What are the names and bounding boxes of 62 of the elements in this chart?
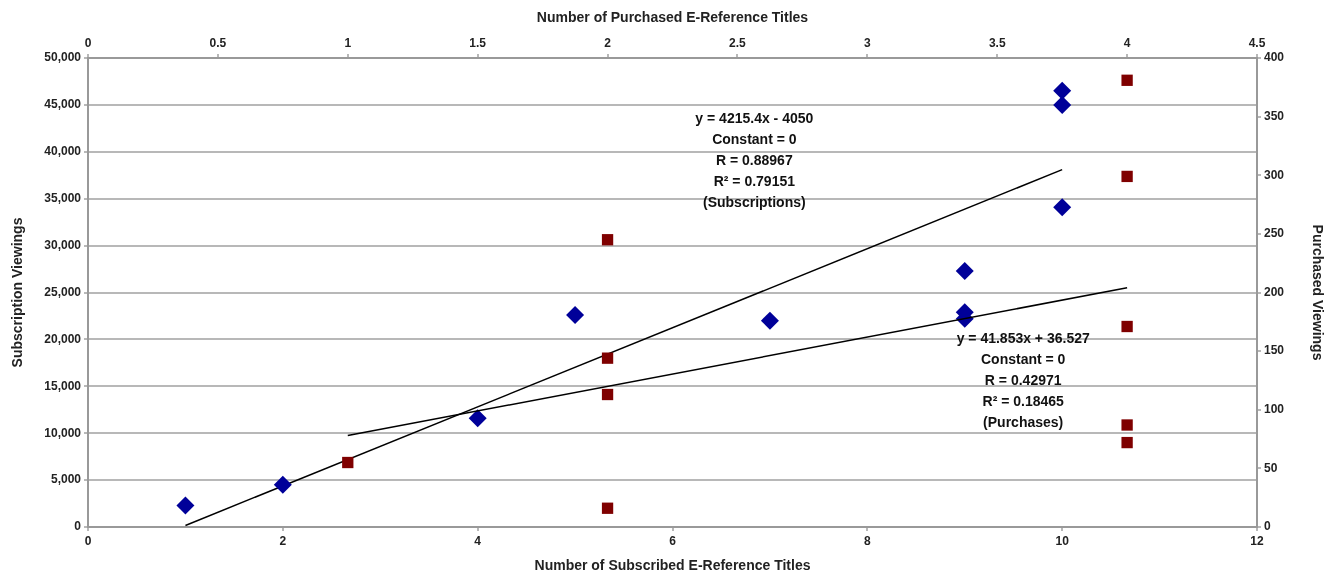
point [273, 475, 292, 494]
x-tick-label: 10 [1055, 533, 1070, 548]
x-tick-label: 2 [604, 36, 612, 51]
x-tick-label: 4 [1123, 36, 1131, 51]
x-tick-label: 0 [84, 36, 92, 51]
y-tick-label: 250 [1264, 226, 1285, 241]
x-tick-label: 0 [84, 533, 92, 548]
y-tick-label: 35,000 [44, 191, 82, 206]
x-axis-title: Number of Purchased E-Reference Titles [536, 9, 809, 26]
x-axis-title: Number of Subscribed E-Reference Titles [534, 557, 811, 574]
y-tick-label: 400 [1264, 50, 1285, 65]
x-tick-label: 0.5 [209, 36, 227, 51]
point [955, 261, 974, 280]
x-tick-label: 4.5 [1248, 36, 1266, 51]
y-tick-label: 50,000 [44, 50, 82, 65]
y-tick-label: 350 [1264, 108, 1285, 123]
x-tick-label: 2.5 [729, 36, 747, 51]
y-axis-title: Purchased Viewings [1309, 224, 1326, 361]
point [760, 311, 779, 330]
annotation: y = 4215.4x - 4050 Constant = 0 R = 0.88967 R² = 0.79151 (Subscriptions) [695, 109, 814, 210]
y-tick-label: 5,000 [50, 472, 82, 487]
x-tick-label: 2 [279, 533, 287, 548]
point [1121, 170, 1133, 183]
point [1121, 320, 1133, 333]
y-tick-label: 20,000 [44, 331, 82, 346]
y-tick-label: 300 [1264, 167, 1285, 182]
x-tick-label: 8 [863, 533, 871, 548]
point [1053, 81, 1072, 100]
point [601, 352, 614, 364]
y-axis-title: Subscription Viewings [9, 217, 26, 368]
x-tick-label: 3 [863, 36, 871, 51]
y-tick-label: 10,000 [44, 425, 82, 440]
point [176, 496, 195, 515]
x-tick-label: 3.5 [988, 36, 1006, 51]
y-tick-label: 0 [74, 519, 82, 534]
point [1121, 74, 1133, 86]
x-tick-label: 6 [669, 533, 677, 548]
point [566, 306, 585, 325]
point [601, 388, 614, 401]
y-tick-label: 25,000 [44, 284, 82, 299]
y-tick-label: 45,000 [44, 97, 82, 112]
point [1121, 436, 1133, 449]
y-tick-label: 100 [1264, 402, 1285, 417]
y-tick-label: 200 [1264, 284, 1285, 299]
x-tick-label: 1.5 [469, 36, 487, 51]
point [1121, 419, 1133, 431]
point [468, 409, 487, 428]
x-tick-label: 1 [344, 36, 352, 51]
point [1053, 198, 1072, 217]
point [342, 456, 354, 469]
point [1053, 95, 1072, 114]
x-tick-label: 12 [1250, 533, 1264, 548]
point [601, 234, 614, 246]
y-tick-label: 150 [1264, 343, 1285, 358]
y-tick-label: 0 [1264, 519, 1271, 534]
annotation: y = 41.853x + 36.527 Constant = 0 R = 0.42971 R² = 0.18465 (Purchases) [956, 330, 1090, 431]
point [601, 502, 614, 514]
y-tick-label: 30,000 [44, 237, 82, 252]
x-tick-label: 4 [474, 533, 482, 548]
y-tick-label: 15,000 [44, 378, 82, 393]
y-tick-label: 40,000 [44, 144, 82, 159]
y-tick-label: 50 [1264, 460, 1278, 475]
